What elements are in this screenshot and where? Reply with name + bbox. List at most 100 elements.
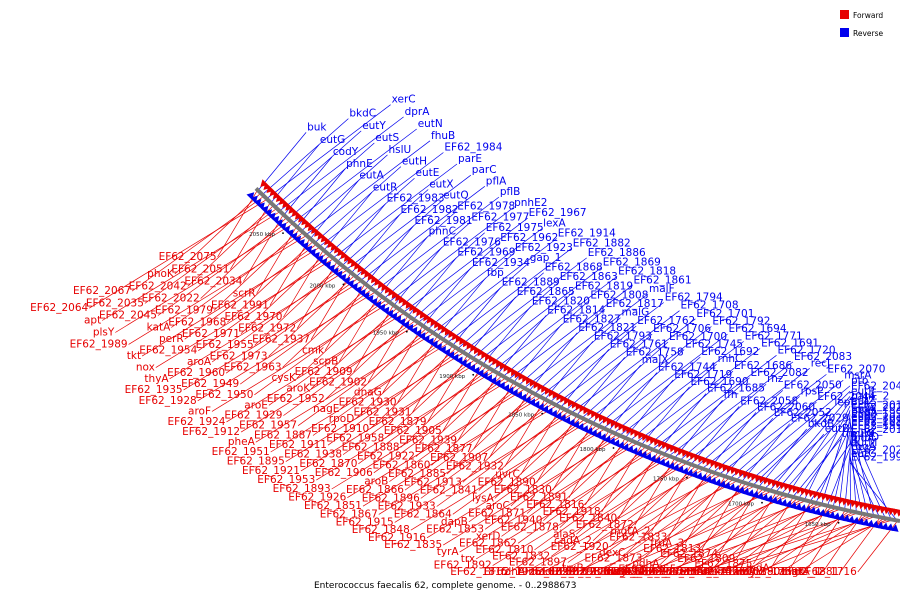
label-connector [513,324,562,383]
gene-feature-arrow [455,334,463,343]
gene-label-forward: lysA [472,492,495,504]
label-connector [347,388,526,498]
gene-label-forward: EF62_1759 [740,566,798,578]
gene-feature-arrow [626,445,634,454]
gene-label-reverse: EF62_2020 [851,445,900,457]
kbp-tick-mark [837,521,840,524]
gene-label-forward: EF62_1915 [336,516,394,528]
gene-label-reverse: eutN [418,118,443,130]
label-connector [581,341,669,419]
gene-feature-arrow [723,481,731,490]
gene-feature-arrow [689,452,697,460]
label-connector [628,500,807,573]
gene-label-forward: mgtA_2 [610,526,650,538]
gene-label-forward: EF62_1853 [426,523,484,535]
gene-label-forward: moaC [604,566,634,578]
gene-label-forward: EF62_1933 [378,501,436,513]
label-connector [226,312,405,423]
label-connector [651,464,692,532]
legend-label-reverse: Reverse [853,29,884,38]
gene-label-reverse: eutA [359,170,384,182]
gene-label-forward: EF62_1867 [320,508,378,520]
gene-label-reverse: rnhC [718,353,743,365]
gene-label-reverse: EF62_1993 [851,420,900,432]
gene-feature-arrow [823,510,831,518]
gene-label-forward: modB [528,566,559,578]
label-connector [437,277,487,337]
gene-feature-arrow [608,437,616,446]
gene-label-forward: EF62_1922 [357,451,415,463]
gene-feature-arrow [541,405,549,414]
label-connector [369,347,457,430]
label-connector [758,428,807,488]
gene-label-reverse: hslU [389,144,412,156]
label-connector [213,229,301,311]
gene-label-forward: EF62_2022 [142,293,200,305]
gene-label-forward: EF62_1855 [618,564,676,576]
gene-label-forward: pheA [228,436,256,448]
label-connector [327,349,461,446]
gene-feature-arrow [452,332,460,341]
gene-feature-arrow [337,248,345,257]
label-connector [427,252,515,330]
gene-label-forward: dapB [441,516,468,528]
gene-label-forward: EF62_1890 [478,476,536,488]
gene-label-reverse: EF62_1969 [457,247,515,259]
gene-label-reverse: EF62_1861 [634,274,692,286]
gene-feature-arrow [576,423,584,431]
label-connector [394,413,573,523]
gene-label-forward: EF62_1809 [677,553,735,565]
label-connector [362,396,542,507]
label-connector [442,262,529,340]
gene-label-reverse: lepB_4 [834,397,869,409]
kbp-tick-label: 1900 kbp [439,374,465,380]
gene-feature-arrow [485,352,492,361]
gene-label-forward: EF62_1891 [510,492,568,504]
gene-feature-arrow [677,447,685,456]
label-connector [815,426,851,504]
gene-label-forward: EF62_1901 [729,566,787,578]
label-connector [849,421,875,517]
gene-feature-arrow [470,343,478,352]
gene-label-reverse: pnhE2 [514,197,547,209]
gene-feature-arrow [861,518,870,527]
label-connector [310,180,359,239]
gene-feature-arrow [496,359,503,368]
gene-label-forward: EF62_1950 [195,389,253,401]
label-connector [341,189,429,266]
gene-label-reverse: EF62_1771 [745,330,803,342]
legend: Forward Reverse [840,10,884,38]
gene-feature-arrow [704,475,712,484]
gene-label-reverse: EF62_1982 [401,204,459,216]
gene-feature-arrow [784,500,793,509]
gene-feature-arrow [813,507,822,516]
gene-feature-arrow [416,308,424,317]
gene-label-forward: aroF [188,405,211,417]
gene-feature-arrow [881,522,889,531]
gene-feature-arrow [374,277,382,286]
label-connector [227,241,314,323]
label-connector [592,459,680,542]
gene-label-forward: dhaK [778,566,806,578]
gene-feature-arrow [760,493,769,502]
gene-label-forward: EF62_1822 [569,566,627,578]
gene-feature-arrow [477,348,485,357]
gene-label-forward: EF62_1921 [242,465,300,477]
gene-feature-arrow [594,431,602,440]
gene-labels: buk bkdC xerC eutG eutY dprA codY eutS eutN phnE h… [30,94,900,578]
gene-feature-arrow [367,272,375,281]
gene-feature-arrow [563,416,571,425]
gene-label-reverse: EF62_1978 [457,201,515,213]
gene-feature-arrow [423,313,431,322]
gene-label-forward: EF62_1912 [182,426,240,438]
gene-feature-arrow [350,259,359,268]
label-connector [576,453,663,535]
label-connector [255,332,434,443]
label-connector [378,405,557,515]
gene-label-forward: EF62_1937 [252,334,310,346]
kbp-tick-mark [342,283,345,286]
gene-label-reverse: EF62_1934 [472,257,530,269]
gene-feature-arrow [676,465,684,474]
gene-label-forward: cadA_2 [554,535,592,547]
gene-label-reverse: EF62_1914 [558,228,616,240]
